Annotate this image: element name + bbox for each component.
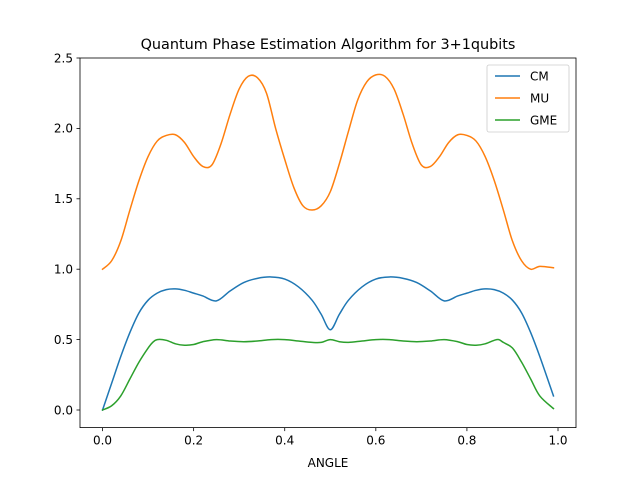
x-tick-label: 1.0: [548, 434, 567, 448]
x-tick-label: 0.2: [184, 434, 203, 448]
y-axis-ticks: 0.0 0.5 1.0 1.5 2.0 2.5: [54, 51, 80, 417]
x-tick-label: 0.6: [366, 434, 385, 448]
legend-label-cm: CM: [530, 69, 549, 83]
x-tick-label: 0.0: [93, 434, 112, 448]
legend-items: CM MU GME: [495, 69, 557, 127]
legend-label-mu: MU: [530, 91, 549, 105]
plot-area: 0.0 0.2 0.4 0.6 0.8 1.0 0.0 0.5 1.0 1.5 2.0 2.5: [54, 51, 577, 448]
series-line-cm: [101, 276, 555, 411]
x-axis-label: ANGLE: [308, 456, 349, 470]
legend-label-gme: GME: [530, 113, 557, 127]
x-axis-ticks: 0.0 0.2 0.4 0.6 0.8 1.0: [93, 427, 568, 448]
chart-title: Quantum Phase Estimation Algorithm for 3…: [141, 37, 516, 53]
series-line-gme: [101, 338, 555, 411]
x-tick-label: 0.8: [457, 434, 476, 448]
y-tick-label: 1.5: [54, 192, 73, 206]
y-tick-label: 0.0: [54, 403, 73, 417]
series-layer: [101, 73, 555, 411]
series-line-mu: [101, 73, 555, 271]
y-tick-label: 1.0: [54, 263, 73, 277]
y-tick-label: 2.5: [54, 51, 73, 65]
x-tick-label: 0.4: [275, 434, 294, 448]
legend: CM MU GME: [486, 64, 570, 133]
y-tick-label: 0.5: [54, 333, 73, 347]
y-tick-label: 2.0: [54, 122, 73, 136]
axes-frame: [79, 57, 577, 429]
legend-frame: [486, 64, 570, 133]
